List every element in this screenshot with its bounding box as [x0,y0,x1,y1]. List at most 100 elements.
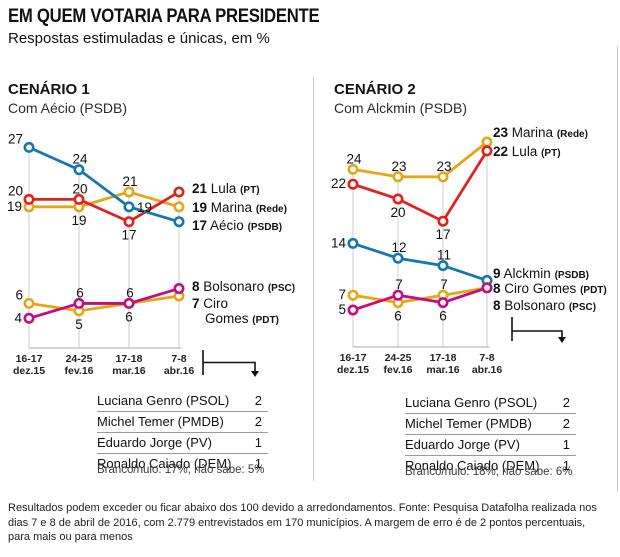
data-point-lula [73,193,85,205]
series-line-bolsonaro [28,287,180,320]
candidate-name: Michel Temer (PMDB) [97,414,224,429]
data-point-alckmin [347,237,359,249]
legend-party: (PDT) [252,315,279,326]
point-value-label: 19 [137,200,152,215]
axis-tick-label: dez.15 [337,364,369,376]
candidate-name: Eduardo Jorge (PV) [97,435,212,450]
point-value-label: 6 [125,309,133,324]
data-point-bolsonaro [481,282,493,294]
axis-tick-label: 16-17 [340,352,367,364]
candidate-value: 2 [254,393,262,408]
continuation-arrowhead [558,337,566,343]
data-point-bolsonaro [347,304,359,316]
axis-tick-label: abr.16 [472,364,503,376]
table-row: Ronaldo Caiado (DEM) 1 [97,454,268,474]
blank-null-note-2: Branco/nulo: 18%; não sabe: 6% [405,466,573,478]
table-row: Luciana Genro (PSOL) 2 [405,393,576,414]
series-line-ciro-gomes [28,294,180,313]
legend-candidate: Marina [511,125,554,140]
legend-party: (PDT) [580,285,607,296]
data-point-marina [481,136,493,148]
data-point-bolsonaro [392,289,404,301]
point-value-label: 20 [8,183,23,198]
axis-tick-label: 17-18 [430,352,457,364]
data-point-marina [347,163,359,175]
candidate-name: Eduardo Jorge (PV) [405,437,520,452]
legend-item-lula-2: 22 Lula (PT) [493,144,561,161]
point-value-label: 11 [437,248,451,263]
table-row: Ronaldo Caiado (DEM) 1 [405,456,576,476]
axis-tick-label: fev.16 [65,365,94,377]
minor-candidates-table-1: Luciana Genro (PSOL) 2 Michel Temer (PMD… [97,391,268,474]
legend-candidate-line2: Gomes [205,311,249,326]
legend-candidate: Bolsonaro [504,298,566,313]
data-point-bolsonaro [73,297,85,309]
axis-tick-label: mar.16 [112,365,145,377]
legend-candidate: Marina [210,200,253,215]
panel1-title: CENÁRIO 1 [8,81,90,98]
table-row: Eduardo Jorge (PV) 1 [405,435,576,456]
point-value-label: 27 [8,131,23,146]
legend-value: 17 [192,218,208,233]
data-point-lula [173,186,185,198]
legend-party: (Rede) [255,204,287,215]
right-border-rule [617,46,618,492]
candidate-value: 2 [254,414,262,429]
legend-candidate: Lula [511,144,538,159]
legend-item-ciro-1: 7 Ciro Gomes (PDT) [192,296,279,328]
point-value-label: 20 [390,205,405,220]
candidate-value: 1 [254,435,262,450]
table-row: Michel Temer (PMDB) 2 [405,414,576,435]
point-value-label: 7 [338,287,346,302]
legend-value: 8 [493,298,501,313]
panel2-subtitle: Com Alckmin (PSDB) [334,100,468,116]
point-value-label: 23 [436,159,451,174]
legend-party: (PT) [240,185,260,196]
point-value-label: 21 [122,174,137,189]
axis-tick-label: abr.16 [164,365,195,377]
legend-item-marina-1: 19 Marina (Rede) [192,200,287,217]
data-point-aécio [173,216,185,228]
legend-value: 9 [493,266,501,281]
legend-candidate: Aécio [210,218,244,233]
point-value-label: 6 [15,287,23,302]
table-row: Luciana Genro (PSOL) 2 [97,391,268,412]
continuation-arrow [202,350,256,375]
candidate-name: Michel Temer (PMDB) [405,416,532,431]
axis-tick-label: dez.15 [13,365,45,377]
table-row: Michel Temer (PMDB) 2 [97,412,268,433]
candidate-name: Luciana Genro (PSOL) [405,395,538,410]
legend-value: 21 [192,181,208,196]
point-value-label: 19 [7,199,22,214]
legend-item-bolsonaro-2: 8 Bolsonaro (PSC) [493,298,596,315]
legend-party: (PSDB) [554,270,590,281]
legend-party: (PT) [541,148,561,159]
point-value-label: 5 [75,317,83,332]
data-point-marina [437,171,449,183]
data-point-bolsonaro [437,297,449,309]
point-value-label: 6 [439,309,447,324]
source-footnote: Resultados podem exceder ou ficar abaixo… [8,502,597,543]
candidate-name: Luciana Genro (PSOL) [97,393,230,408]
legend-value: 19 [192,200,208,215]
data-point-alckmin [437,260,449,272]
point-value-label: 5 [338,302,346,317]
legend-value: 7 [192,296,200,311]
axis-tick-label: fev.16 [384,364,413,376]
legend-item-lula-1: 21 Lula (PT) [192,181,260,198]
page-subtitle: Respostas estimuladas e únicas, em % [8,30,270,47]
data-point-aécio [23,141,35,153]
series-line-lula [29,190,180,224]
point-value-label: 22 [331,176,346,191]
continuation-arrowhead [251,371,259,377]
point-value-label: 6 [76,285,84,300]
panel-divider-rule [313,76,314,481]
minor-candidates-table-2: Luciana Genro (PSOL) 2 Michel Temer (PMD… [405,393,576,476]
point-value-label: 24 [72,152,88,167]
data-point-lula [123,216,135,228]
candidate-value: 1 [562,458,570,473]
series-line-marina [352,140,488,179]
data-point-lula [481,145,493,157]
series-line-bolsonaro [352,286,488,312]
point-value-label: 20 [72,181,87,196]
